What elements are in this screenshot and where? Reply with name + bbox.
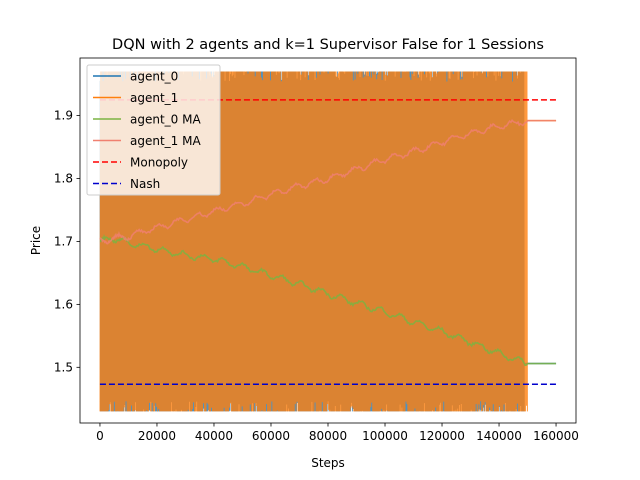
x-tick-label: 60000 <box>252 429 290 443</box>
x-tick-label: 160000 <box>533 429 579 443</box>
legend-label: Nash <box>130 177 160 191</box>
x-tick-label: 0 <box>96 429 104 443</box>
x-tick-label: 100000 <box>362 429 408 443</box>
legend-box <box>86 64 221 196</box>
series-agent_0-ma-line <box>99 233 557 367</box>
x-tick-label: 140000 <box>476 429 522 443</box>
y-tick-label: 1.6 <box>54 297 73 311</box>
legend: agent_0 agent_1 agent_0 MA agent_1 MA Monopo… <box>86 64 221 196</box>
x-tick-label: 80000 <box>309 429 347 443</box>
y-tick-label: 1.5 <box>54 360 73 374</box>
x-tick-label: 40000 <box>195 429 233 443</box>
chart-title: DQN with 2 agents and k=1 Supervisor Fal… <box>112 37 544 53</box>
y-tick-label: 1.8 <box>54 172 73 186</box>
legend-label: Monopoly <box>130 156 188 170</box>
legend-label: agent_0 MA <box>130 113 201 127</box>
legend-label: agent_0 <box>130 70 178 84</box>
y-axis-title: Price <box>29 226 43 255</box>
x-tick-label: 120000 <box>419 429 465 443</box>
axes: 0 20000 40000 60000 80000 100000 120000 140000 1… <box>54 57 579 443</box>
series-agent_1-ma-line <box>99 118 557 245</box>
series-raw-path <box>99 71 528 412</box>
y-tick-label: 1.7 <box>54 234 73 248</box>
y-tick-label: 1.9 <box>54 109 73 123</box>
x-axis-title: Steps <box>311 456 345 470</box>
legend-label: agent_1 <box>130 91 178 105</box>
x-tick-label: 20000 <box>138 429 176 443</box>
legend-label: agent_1 MA <box>130 134 201 148</box>
